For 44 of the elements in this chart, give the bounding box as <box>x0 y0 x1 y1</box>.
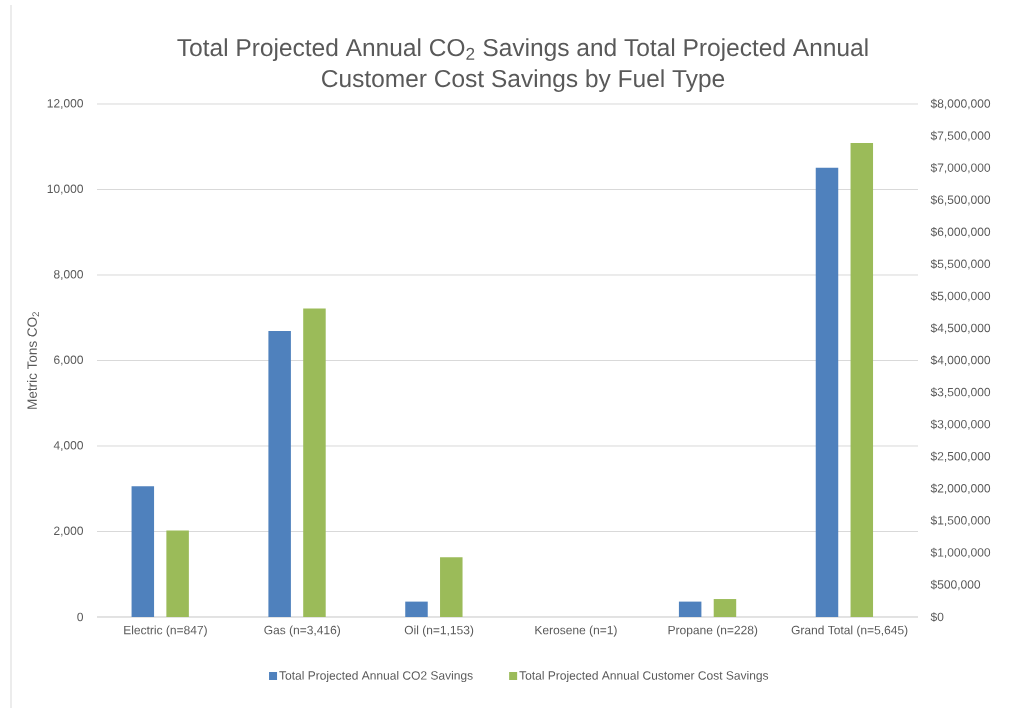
y2-tick-label: $7,500,000 <box>930 130 991 142</box>
y2-tick-label: $7,000,000 <box>930 162 991 174</box>
y2-tick-label: $6,500,000 <box>930 194 991 206</box>
bar <box>678 601 702 617</box>
y2-tick-label: $2,000,000 <box>930 483 991 494</box>
y2-tick-label: $1,500,000 <box>930 515 991 527</box>
y2-tick-label: $500,000 <box>930 579 981 591</box>
x-tick-label: Grand Total (n=5,645) <box>791 625 908 637</box>
bar <box>268 331 291 617</box>
y2-tick-label: $0 <box>930 612 944 622</box>
legend-label: Total Projected Annual Customer Cost Savings <box>519 670 769 683</box>
y-tick-label: 4,000 <box>53 441 84 451</box>
y2-tick-label: $1,000,000 <box>930 547 991 559</box>
y2-tick-label: $5,500,000 <box>930 259 991 270</box>
bar <box>405 601 428 617</box>
y-tick-label: 10,000 <box>47 184 83 195</box>
x-tick-label: Propane (n=228) <box>668 625 758 637</box>
y-tick-label: 6,000 <box>54 355 84 366</box>
bar <box>815 167 839 617</box>
chart-title: Total Projected Annual CO$_{2}$ Savings and Total Projected Annual Customer Cost Savings by Fuel Type <box>177 38 868 93</box>
x-tick-label: Kerosene (n=1) <box>535 625 617 637</box>
y-axis-title: Metric Tons CO$_{2}$ <box>26 312 39 409</box>
x-tick-label: Oil (n=1,153) <box>404 625 474 637</box>
legend-label: Total Projected Annual CO2 Savings <box>279 670 473 683</box>
y2-tick-label: $8,000,000 <box>930 98 991 110</box>
y2-tick-label: $6,000,000 <box>930 227 991 238</box>
bar <box>303 308 326 617</box>
y2-tick-label: $5,000,000 <box>930 291 991 302</box>
y-tick-label: 8,000 <box>53 270 84 280</box>
bar <box>166 530 189 617</box>
y2-tick-label: $4,000,000 <box>930 355 991 366</box>
y-tick-label: 2,000 <box>54 526 84 537</box>
x-tick-label: Electric (n=847) <box>124 625 207 637</box>
y2-tick-label: $3,500,000 <box>930 387 991 398</box>
y2-tick-label: $2,500,000 <box>930 451 991 462</box>
y-tick-label: 0 <box>77 612 84 622</box>
y-tick-label: 12,000 <box>47 99 83 109</box>
bar <box>850 143 874 617</box>
bar <box>713 599 737 617</box>
x-tick-label: Gas (n=3,416) <box>264 625 341 637</box>
bar <box>131 486 155 617</box>
y2-tick-label: $4,500,000 <box>930 323 991 334</box>
bar <box>440 557 463 617</box>
y2-tick-label: $3,000,000 <box>930 419 991 430</box>
